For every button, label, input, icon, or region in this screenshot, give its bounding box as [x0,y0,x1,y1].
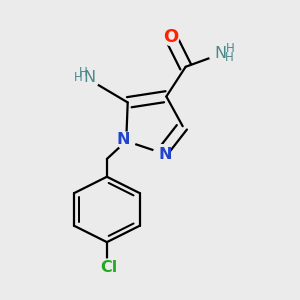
Text: N: N [116,132,130,147]
Circle shape [99,259,115,276]
Circle shape [117,132,135,150]
Circle shape [163,29,179,45]
Circle shape [209,46,227,64]
Text: N: N [215,46,227,61]
Text: H: H [79,66,88,79]
Text: H: H [226,42,235,55]
Text: Cl: Cl [100,260,117,275]
Circle shape [76,68,99,90]
Text: N: N [83,70,95,85]
Text: H: H [74,71,82,84]
Text: H: H [225,51,234,64]
Text: O: O [163,28,178,46]
Text: N: N [158,147,172,162]
Circle shape [154,145,170,161]
